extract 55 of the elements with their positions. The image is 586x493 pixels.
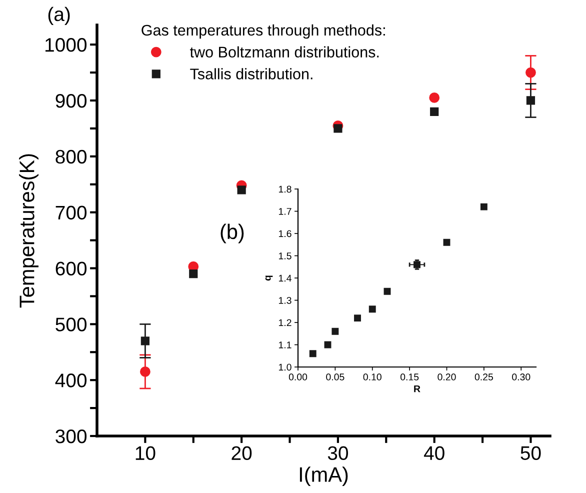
point <box>526 96 536 105</box>
x-tick-label: 0.30 <box>512 374 530 380</box>
y-tick-label: 1000 <box>46 38 87 52</box>
point <box>140 336 150 346</box>
y-tick-label: 900 <box>56 94 87 108</box>
x-tick-label: 10 <box>136 446 156 460</box>
legend-label: two Boltzmann distributions. <box>190 46 379 58</box>
point <box>430 107 439 116</box>
x-tick-label: 0.20 <box>438 374 456 380</box>
x-tick-label: 50 <box>520 446 541 460</box>
point <box>384 288 391 295</box>
point <box>368 306 376 313</box>
y-tick-label: 1.1 <box>278 342 292 348</box>
x-axis-title: I(mA) <box>300 466 348 486</box>
point <box>480 203 488 210</box>
x-axis-title: R <box>414 385 420 392</box>
y-tick-label: 1.6 <box>278 230 292 238</box>
y-tick-label: 1.7 <box>278 208 292 215</box>
x-tick-label: 40 <box>424 446 444 460</box>
x-tick-label: 0.00 <box>288 374 308 380</box>
y-tick-label: 300 <box>56 429 87 444</box>
y-tick-label: 1.0 <box>278 364 292 371</box>
point <box>189 270 198 278</box>
point <box>354 314 361 322</box>
y-axis-title: Temperatures(K) <box>19 154 38 308</box>
y-tick-label: 1.5 <box>278 252 292 260</box>
x-tick-label: 30 <box>328 446 348 460</box>
point <box>332 328 339 335</box>
y-tick-label: 1.3 <box>278 296 292 304</box>
x-tick-label: 0.05 <box>326 374 344 380</box>
x-tick-label: 0.25 <box>474 374 493 380</box>
point <box>140 366 150 377</box>
y-tick-label: 500 <box>56 318 87 332</box>
y-axis-title: q <box>265 276 273 281</box>
y-tick-label: 600 <box>56 262 87 276</box>
y-tick-label: 800 <box>56 150 87 164</box>
point <box>429 92 440 103</box>
y-tick-label: 400 <box>55 374 87 388</box>
point <box>334 124 342 133</box>
y-tick-label: 1.8 <box>278 186 292 193</box>
x-tick-label: 0.15 <box>400 374 419 380</box>
point <box>443 238 450 246</box>
point <box>324 341 332 348</box>
point <box>237 186 246 194</box>
x-tick-label: 0.10 <box>363 374 382 380</box>
y-tick-label: 1.4 <box>278 274 292 282</box>
annotation: (b) <box>220 224 244 244</box>
legend-title: Gas temperatures through methods: <box>142 24 385 39</box>
y-tick-label: 700 <box>56 206 87 220</box>
x-tick-label: 20 <box>232 446 252 460</box>
point <box>309 350 316 358</box>
legend-label: Tsallis distribution. <box>190 68 312 80</box>
text: (a) <box>48 6 70 25</box>
point <box>526 67 536 78</box>
y-tick-label: 1.2 <box>278 319 292 326</box>
